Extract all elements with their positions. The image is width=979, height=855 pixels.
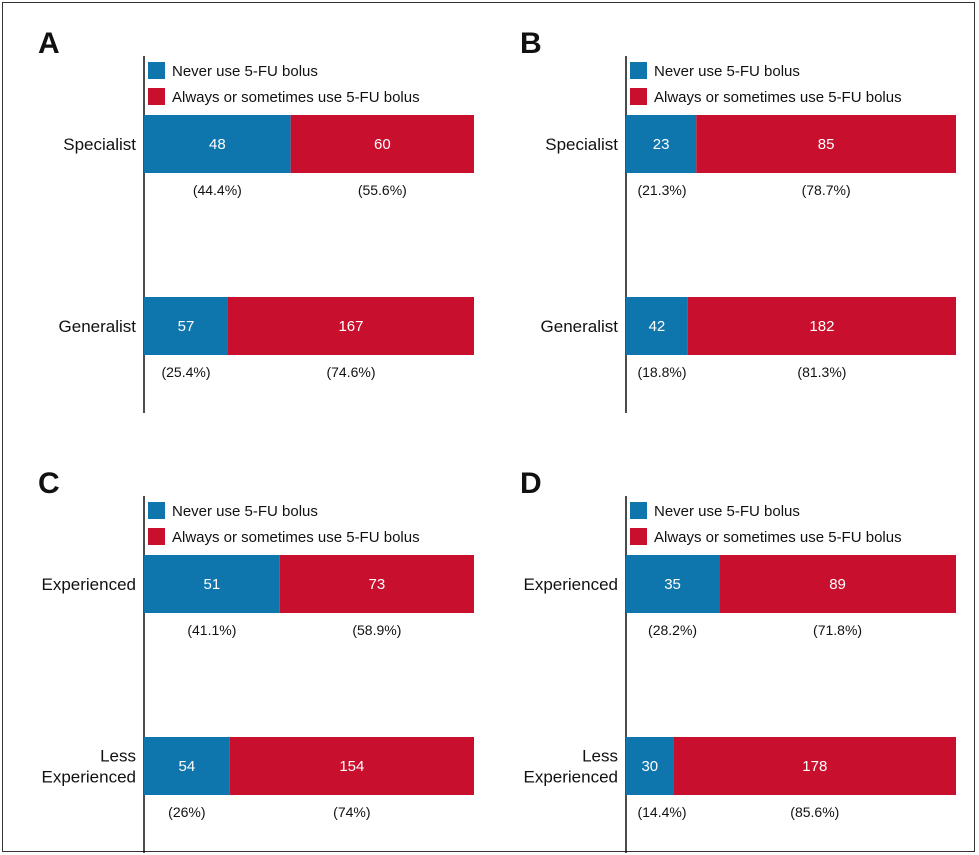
bar-never-c-1 — [144, 555, 280, 613]
bar-never-d-1 — [626, 555, 720, 613]
legend-swatch-b-1 — [630, 62, 647, 79]
bar-value-never-c-1: 51 — [204, 576, 221, 593]
panel-letter-a: A — [38, 27, 60, 60]
legend-label-c-2: Always or sometimes use 5-FU bolus — [172, 529, 420, 546]
bar-never-b-2 — [626, 297, 688, 355]
pct-label-sometimes-d-1: (71.8%) — [813, 622, 862, 638]
bar-value-never-a-1: 48 — [209, 136, 226, 153]
pct-label-sometimes-c-1: (58.9%) — [352, 622, 401, 638]
category-label-b-1: Specialist — [545, 135, 618, 154]
bar-value-sometimes-b-2: 182 — [809, 318, 834, 335]
category-label-d-2-line2: Experienced — [523, 768, 618, 787]
pct-label-sometimes-c-2: (74%) — [333, 804, 370, 820]
category-label-b-2: Generalist — [541, 317, 619, 336]
bar-sometimes-c-1 — [279, 555, 474, 613]
bar-never-a-1 — [144, 115, 291, 173]
pct-label-never-c-2: (26%) — [168, 804, 205, 820]
category-label-d-1: Experienced — [523, 575, 618, 594]
legend-swatch-d-1 — [630, 502, 647, 519]
category-label-c-1: Experienced — [41, 575, 136, 594]
bar-value-sometimes-c-2: 154 — [339, 758, 364, 775]
bar-sometimes-b-1 — [696, 115, 956, 173]
category-label-c-2-line2: Experienced — [41, 768, 136, 787]
bar-value-never-c-2: 54 — [178, 758, 195, 775]
legend-label-c-1: Never use 5-FU bolus — [172, 503, 318, 520]
legend-swatch-a-1 — [148, 62, 165, 79]
bar-value-never-b-2: 42 — [649, 318, 666, 335]
legend-label-d-1: Never use 5-FU bolus — [654, 503, 800, 520]
pct-label-sometimes-a-2: (74.6%) — [326, 364, 375, 380]
pct-label-never-b-2: (18.8%) — [637, 364, 686, 380]
bar-never-d-2 — [626, 737, 674, 795]
bar-value-sometimes-b-1: 85 — [818, 136, 835, 153]
bar-never-a-2 — [144, 297, 228, 355]
pct-label-sometimes-b-2: (81.3%) — [797, 364, 846, 380]
pct-label-sometimes-a-1: (55.6%) — [358, 182, 407, 198]
legend-swatch-c-2 — [148, 528, 165, 545]
legend-label-b-2: Always or sometimes use 5-FU bolus — [654, 89, 902, 106]
bar-never-b-1 — [626, 115, 697, 173]
legend-swatch-b-2 — [630, 88, 647, 105]
category-label-d-2-line1: Less — [582, 747, 618, 766]
bar-value-sometimes-d-1: 89 — [829, 576, 846, 593]
pct-label-never-d-1: (28.2%) — [648, 622, 697, 638]
panel-letter-d: D — [520, 467, 542, 500]
bar-sometimes-c-2 — [229, 737, 474, 795]
bar-value-never-d-2: 30 — [641, 758, 658, 775]
pct-label-never-d-2: (14.4%) — [637, 804, 686, 820]
pct-label-sometimes-d-2: (85.6%) — [790, 804, 839, 820]
category-label-a-1: Specialist — [63, 135, 136, 154]
bar-never-c-2 — [144, 737, 230, 795]
bar-sometimes-a-1 — [290, 115, 474, 173]
legend-swatch-d-2 — [630, 528, 647, 545]
legend-label-b-1: Never use 5-FU bolus — [654, 63, 800, 80]
category-label-a-2: Generalist — [59, 317, 137, 336]
pct-label-never-a-2: (25.4%) — [161, 364, 210, 380]
bar-value-sometimes-d-2: 178 — [802, 758, 827, 775]
category-label-c-2-line1: Less — [100, 747, 136, 766]
bar-value-sometimes-c-1: 73 — [369, 576, 386, 593]
pct-label-sometimes-b-1: (78.7%) — [802, 182, 851, 198]
pct-label-never-b-1: (21.3%) — [637, 182, 686, 198]
bar-sometimes-a-2 — [227, 297, 474, 355]
bar-value-sometimes-a-2: 167 — [338, 318, 363, 335]
pct-label-never-a-1: (44.4%) — [193, 182, 242, 198]
bar-sometimes-d-2 — [673, 737, 956, 795]
legend-swatch-a-2 — [148, 88, 165, 105]
bar-value-sometimes-a-1: 60 — [374, 136, 391, 153]
pct-label-never-c-1: (41.1%) — [187, 622, 236, 638]
legend-label-a-1: Never use 5-FU bolus — [172, 63, 318, 80]
bar-sometimes-b-2 — [687, 297, 956, 355]
bar-value-never-b-1: 23 — [653, 136, 670, 153]
panel-letter-b: B — [520, 27, 542, 60]
bar-sometimes-d-1 — [719, 555, 956, 613]
bar-value-never-d-1: 35 — [664, 576, 681, 593]
panel-letter-c: C — [38, 467, 60, 500]
legend-label-d-2: Always or sometimes use 5-FU bolus — [654, 529, 902, 546]
bar-value-never-a-2: 57 — [178, 318, 195, 335]
legend-swatch-c-1 — [148, 502, 165, 519]
legend-label-a-2: Always or sometimes use 5-FU bolus — [172, 89, 420, 106]
